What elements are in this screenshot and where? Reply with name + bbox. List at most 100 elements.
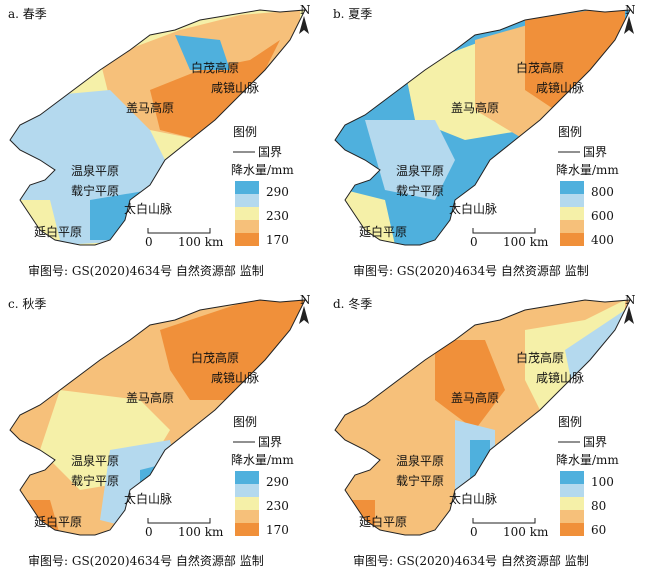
legend-title: 图例: [233, 415, 257, 429]
place-label: 载宁平原: [71, 183, 119, 198]
place-label: 温泉平原: [71, 454, 119, 468]
legend-value: 400: [591, 233, 614, 247]
place-label: 咸镜山脉: [536, 80, 584, 95]
map-zone: [160, 300, 305, 400]
approval-footer: 审图号: GS(2020)4634号 自然资源部 监制: [353, 263, 589, 278]
approval-footer: 审图号: GS(2020)4634号 自然资源部 监制: [28, 263, 264, 278]
place-label: 盖马高原: [126, 100, 174, 115]
legend-value: 170: [266, 233, 289, 247]
legend-swatch: [235, 181, 259, 194]
place-label: 载宁平原: [396, 473, 444, 488]
scale-label: 100 km: [178, 525, 224, 539]
legend-swatch: [560, 497, 584, 510]
panel-title: c. 秋季: [8, 297, 46, 311]
legend-swatch: [560, 233, 584, 246]
legend-unit: 降水量/mm: [231, 453, 294, 467]
legend-border-label: 国界: [583, 435, 607, 449]
scale-bar: [147, 228, 211, 234]
map-zone: [150, 40, 280, 140]
place-label: 咸镜山脉: [211, 370, 259, 385]
scale-zero: 0: [145, 525, 153, 539]
scale-label: 100 km: [178, 235, 224, 249]
legend-value: 60: [591, 523, 606, 537]
legend-value: 100: [591, 475, 614, 489]
place-label: 太白山脉: [449, 201, 497, 216]
legend-swatch: [235, 497, 259, 510]
legend-value: 800: [591, 185, 614, 199]
legend-unit: 降水量/mm: [231, 163, 294, 177]
north-label: N: [625, 293, 636, 307]
panel-title: d. 冬季: [333, 296, 372, 311]
place-label: 白茂高原: [516, 350, 564, 365]
legend-swatch: [560, 181, 584, 194]
scale-bar: [147, 518, 211, 524]
scale-zero: 0: [470, 235, 478, 249]
scale-zero: 0: [470, 525, 478, 539]
north-arrow: [299, 16, 309, 34]
country-border: [9, 9, 306, 246]
place-label: 温泉平原: [396, 164, 444, 178]
legend-swatch: [235, 233, 259, 246]
place-label: 太白山脉: [449, 491, 497, 506]
legend-border-label: 国界: [258, 435, 282, 449]
legend-value: 80: [591, 499, 606, 513]
legend-unit: 降水量/mm: [556, 453, 619, 467]
legend-title: 图例: [558, 125, 582, 139]
country-border: [334, 299, 631, 536]
north-arrow: [624, 16, 634, 34]
legend-swatch: [235, 220, 259, 233]
north-label: N: [300, 293, 311, 307]
scale-label: 100 km: [503, 525, 549, 539]
legend-swatch: [560, 207, 584, 220]
approval-footer: 审图号: GS(2020)4634号 自然资源部 监制: [28, 553, 264, 567]
legend-value: 230: [266, 499, 289, 513]
legend-swatch: [560, 523, 584, 536]
legend-swatch: [235, 523, 259, 536]
panel-title: a. 春季: [8, 7, 47, 21]
place-label: 太白山脉: [124, 201, 172, 216]
scale-label: 100 km: [503, 235, 549, 249]
place-label: 咸镜山脉: [211, 80, 259, 95]
approval-footer: 审图号: GS(2020)4634号 自然资源部 监制: [353, 553, 589, 567]
place-label: 延白平原: [34, 514, 82, 529]
north-label: N: [300, 3, 311, 17]
legend-swatch: [235, 510, 259, 523]
north-arrow: [299, 306, 309, 324]
legend-swatch: [560, 484, 584, 497]
legend-value: 290: [266, 185, 289, 199]
place-label: 盖马高原: [451, 100, 499, 115]
legend-value: 290: [266, 475, 289, 489]
place-label: 延白平原: [359, 514, 407, 529]
map-zone: [175, 35, 230, 70]
legend-value: 600: [591, 209, 614, 223]
place-label: 温泉平原: [396, 454, 444, 468]
scale-bar: [472, 228, 536, 234]
legend-title: 图例: [233, 125, 257, 139]
place-label: 载宁平原: [71, 473, 119, 488]
map-zone: [525, 10, 625, 110]
scale-zero: 0: [145, 235, 153, 249]
legend-value: 230: [266, 209, 289, 223]
legend-swatch: [560, 194, 584, 207]
scale-bar: [472, 518, 536, 524]
legend-swatch: [235, 194, 259, 207]
legend-swatch: [235, 207, 259, 220]
place-label: 白茂高原: [516, 60, 564, 75]
north-label: N: [625, 3, 636, 17]
panel-title: b. 夏季: [333, 7, 372, 21]
place-label: 白茂高原: [191, 350, 239, 365]
place-label: 盖马高原: [126, 390, 174, 405]
place-label: 太白山脉: [124, 491, 172, 506]
place-label: 盖马高原: [451, 390, 499, 405]
country-border: [334, 9, 631, 246]
north-arrow: [624, 306, 634, 324]
legend-border-label: 国界: [258, 145, 282, 159]
place-label: 延白平原: [359, 224, 407, 239]
map-zone: [365, 120, 455, 200]
legend-title: 图例: [558, 415, 582, 429]
